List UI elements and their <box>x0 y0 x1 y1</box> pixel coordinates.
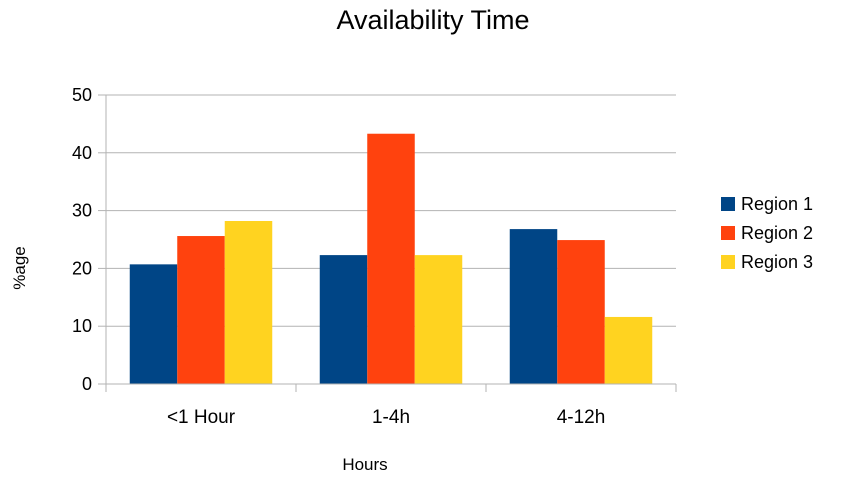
bar-region-1-2 <box>509 229 558 384</box>
bar-region-3-2 <box>604 316 653 384</box>
y-tick-label: 0 <box>82 374 92 394</box>
bars <box>129 133 653 384</box>
x-category-label: <1 Hour <box>167 407 236 428</box>
legend-label: Region 1 <box>741 194 813 214</box>
legend-label: Region 2 <box>741 223 813 243</box>
y-tick-labels: 0 10 20 30 40 50 <box>72 85 92 394</box>
y-tick-label: 50 <box>72 85 92 105</box>
bar-region-1-0 <box>129 264 178 384</box>
y-tick-label: 30 <box>72 201 92 221</box>
x-category-label: 4-12h <box>557 407 606 428</box>
legend-swatch <box>721 255 735 269</box>
bar-region-3-1 <box>414 255 463 384</box>
axes <box>98 94 677 392</box>
x-axis-label: Hours <box>342 455 387 474</box>
bar-region-2-0 <box>177 236 225 384</box>
x-category-labels: <1 Hour 1-4h 4-12h <box>167 407 605 428</box>
bar-region-1-1 <box>319 255 368 384</box>
legend: Region 1 Region 2 Region 3 <box>721 194 813 272</box>
bar-region-2-1 <box>367 133 415 384</box>
bar-region-3-0 <box>224 221 273 384</box>
y-tick-label: 20 <box>72 258 92 278</box>
legend-swatch <box>721 226 735 240</box>
legend-swatch <box>721 197 735 211</box>
y-axis-label: %age <box>10 246 29 289</box>
bar-region-2-2 <box>557 240 605 384</box>
y-tick-label: 10 <box>72 316 92 336</box>
y-tick-label: 40 <box>72 143 92 163</box>
x-category-label: 1-4h <box>372 407 410 428</box>
legend-label: Region 3 <box>741 252 813 272</box>
chart-title: Availability Time <box>336 5 529 35</box>
